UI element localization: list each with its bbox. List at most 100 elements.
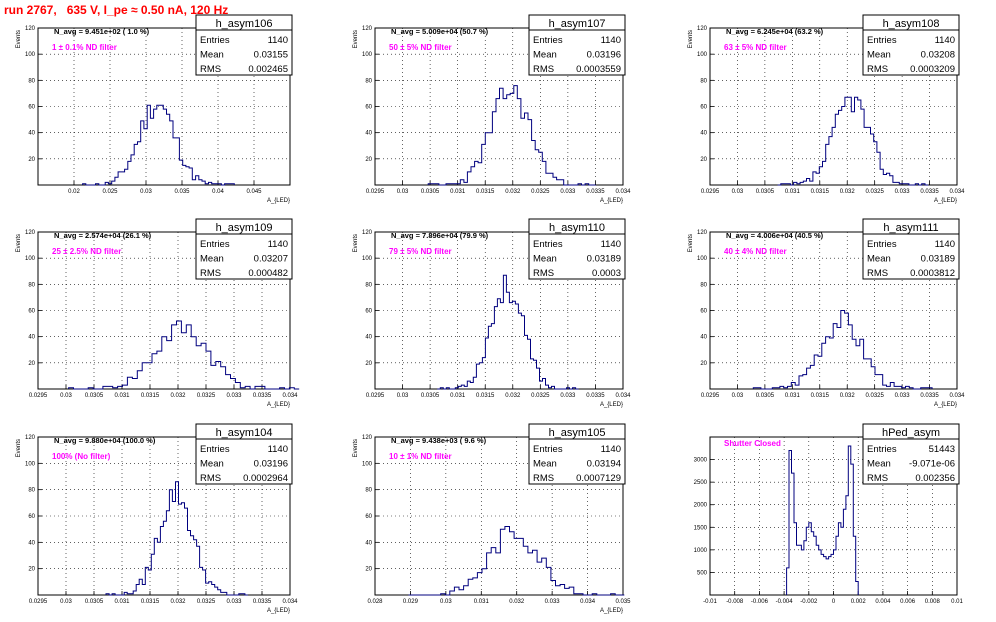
stats-value-mean: 0.03189 bbox=[587, 254, 621, 265]
y-tick-label: 100 bbox=[697, 52, 708, 58]
stats-key-entries: Entries bbox=[200, 239, 230, 250]
x-tick-label: 0.035 bbox=[615, 599, 631, 605]
y-tick-label: 120 bbox=[697, 230, 708, 236]
y-tick-label: 100 bbox=[362, 256, 373, 262]
x-tick-label: 0.032 bbox=[509, 599, 525, 605]
histogram-line bbox=[752, 310, 933, 390]
x-tick-label: 0.033 bbox=[545, 599, 561, 605]
y-tick-label: 40 bbox=[365, 335, 372, 341]
x-tick-label: 0.034 bbox=[615, 189, 631, 195]
x-tick-label: 0.0295 bbox=[29, 393, 48, 399]
stats-key-mean: Mean bbox=[200, 50, 224, 61]
x-tick-label: 0.03 bbox=[732, 393, 744, 399]
stats-value-mean: 0.03155 bbox=[254, 50, 288, 61]
x-tick-label: 0.0315 bbox=[476, 393, 495, 399]
x-tick-label: 0.034 bbox=[580, 599, 596, 605]
y-tick-label: 40 bbox=[365, 131, 372, 137]
y-tick-label: 80 bbox=[700, 282, 707, 288]
x-tick-label: 0.0335 bbox=[920, 189, 939, 195]
y-tick-label: 20 bbox=[700, 157, 707, 163]
stats-value-entries: 1140 bbox=[935, 239, 955, 250]
x-tick-label: 0.033 bbox=[226, 393, 242, 399]
x-tick-label: 0.0305 bbox=[756, 189, 775, 195]
filter-label: 1 ± 0.1% ND filter bbox=[52, 43, 117, 52]
y-tick-label: 120 bbox=[25, 26, 36, 32]
stats-value-rms: 0.0003559 bbox=[576, 64, 621, 75]
stats-box: h_asym105 Entries 1140 Mean 0.03194 RMS 0.0007… bbox=[528, 423, 626, 485]
chart-panel-h_asym109: 0.0295 0.03 0.0305 0.031 0.0315 0.032 0.0325 0.… bbox=[16, 218, 300, 408]
y-tick-label: 100 bbox=[697, 256, 708, 262]
y-axis-label: Events bbox=[688, 234, 694, 252]
x-tick-label: 0.0295 bbox=[701, 189, 720, 195]
stats-frame bbox=[862, 14, 960, 76]
chart-panel-h_asym108: 0.0295 0.03 0.0305 0.031 0.0315 0.032 0.0325 0.… bbox=[688, 14, 965, 204]
stats-value-rms: 0.0003812 bbox=[910, 268, 955, 279]
navg-label: N_avg = 9.451e+02 ( 1.0 %) bbox=[54, 27, 150, 36]
y-tick-label: 80 bbox=[28, 282, 35, 288]
stats-box: h_asym108 Entries 1140 Mean 0.03208 RMS 0.0003… bbox=[862, 14, 960, 76]
stats-frame bbox=[528, 14, 626, 76]
x-tick-label: -0.008 bbox=[726, 599, 744, 605]
x-tick-label: 0.002 bbox=[851, 599, 867, 605]
y-tick-label: 120 bbox=[362, 435, 373, 441]
x-tick-label: 0.0305 bbox=[756, 393, 775, 399]
stats-value-rms: 0.002465 bbox=[248, 64, 288, 75]
y-tick-label: 500 bbox=[697, 570, 708, 576]
chart-panel-h_asym105: 0.028 0.029 0.03 0.031 0.032 0.033 0.034 0.035 2… bbox=[353, 423, 631, 614]
y-tick-label: 40 bbox=[700, 335, 707, 341]
chart-panel-h_asym104: 0.0295 0.03 0.0305 0.031 0.0315 0.032 0.0325 0.… bbox=[16, 423, 298, 614]
x-tick-label: 0.0325 bbox=[865, 393, 884, 399]
navg-label: N_avg = 4.006e+04 (40.5 %) bbox=[726, 231, 824, 240]
y-tick-label: 20 bbox=[28, 361, 35, 367]
y-axis-label: Events bbox=[688, 30, 694, 48]
navg-label: N_avg = 7.896e+04 (79.9 %) bbox=[391, 231, 489, 240]
navg-label: N_avg = 9.438e+03 ( 9.6 %) bbox=[391, 436, 487, 445]
y-tick-label: 1000 bbox=[694, 548, 708, 554]
y-tick-label: 100 bbox=[362, 52, 373, 58]
stats-value-entries: 51443 bbox=[929, 444, 955, 455]
stats-value-mean: -9.071e-06 bbox=[909, 459, 955, 470]
stats-value-entries: 1140 bbox=[601, 35, 621, 46]
x-tick-label: 0.0315 bbox=[141, 599, 160, 605]
x-tick-label: 0.0325 bbox=[531, 393, 550, 399]
stats-key-entries: Entries bbox=[533, 444, 563, 455]
x-tick-label: 0.029 bbox=[403, 599, 419, 605]
x-tick-label: 0.031 bbox=[450, 189, 466, 195]
chart-panel-h_asym107: 0.0295 0.03 0.0305 0.031 0.0315 0.032 0.0325 0.… bbox=[353, 14, 631, 204]
x-tick-label: 0.0295 bbox=[701, 393, 720, 399]
stats-box: h_asym109 Entries 1140 Mean 0.03207 RMS 0.0004… bbox=[195, 218, 293, 280]
x-axis-label: A_{LED} bbox=[934, 198, 957, 204]
y-tick-label: 60 bbox=[28, 309, 35, 315]
x-tick-label: 0.03 bbox=[440, 599, 452, 605]
stats-frame bbox=[195, 423, 293, 485]
x-tick-label: 0.01 bbox=[951, 599, 963, 605]
stats-key-rms: RMS bbox=[867, 268, 888, 279]
y-tick-label: 2500 bbox=[694, 480, 708, 486]
y-tick-label: 100 bbox=[25, 52, 36, 58]
stats-key-mean: Mean bbox=[200, 254, 224, 265]
x-tick-label: 0.035 bbox=[174, 189, 190, 195]
stats-frame bbox=[195, 14, 293, 76]
y-tick-label: 1500 bbox=[694, 525, 708, 531]
stats-key-rms: RMS bbox=[867, 473, 888, 484]
y-tick-label: 80 bbox=[365, 488, 372, 494]
stats-title: h_asym107 bbox=[549, 18, 606, 30]
x-tick-label: 0.033 bbox=[560, 393, 576, 399]
stats-key-rms: RMS bbox=[533, 473, 554, 484]
y-axis-label: Events bbox=[16, 439, 22, 457]
y-tick-label: 120 bbox=[362, 230, 373, 236]
navg-label: N_avg = 5.009e+04 (50.7 %) bbox=[391, 27, 489, 36]
stats-value-rms: 0.0007129 bbox=[576, 473, 621, 484]
stats-key-mean: Mean bbox=[533, 254, 557, 265]
stats-frame bbox=[862, 423, 960, 485]
navg-label: N_avg = 6.245e+04 (63.2 %) bbox=[726, 27, 824, 36]
x-tick-label: 0.0335 bbox=[586, 189, 605, 195]
y-tick-label: 100 bbox=[362, 461, 373, 467]
x-tick-label: 0.0315 bbox=[476, 189, 495, 195]
y-tick-label: 80 bbox=[28, 488, 35, 494]
x-tick-label: 0.03 bbox=[60, 599, 72, 605]
stats-key-mean: Mean bbox=[867, 254, 891, 265]
stats-value-entries: 1140 bbox=[601, 444, 621, 455]
stats-frame bbox=[862, 218, 960, 280]
x-tick-label: 0.03 bbox=[397, 189, 409, 195]
